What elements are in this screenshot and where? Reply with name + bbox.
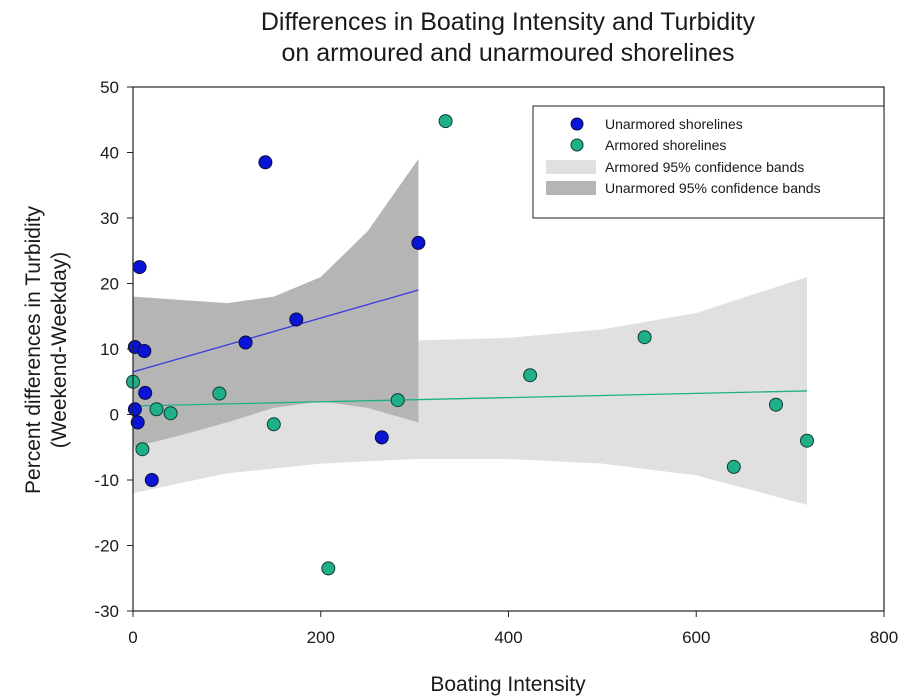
y-axis-label-line-2: (Weekend-Weekday) (48, 252, 71, 448)
chart-title-line-1: Differences in Boating Intensity and Tur… (261, 8, 756, 36)
armored-fit-line (132, 390, 808, 407)
unarmored-point (127, 402, 142, 417)
armored-point (726, 459, 741, 474)
y-tick-label: 0 (110, 406, 119, 425)
legend-label-armored: Armored shorelines (605, 137, 726, 153)
armored-point (769, 397, 783, 412)
legend-marker-unarmored (570, 117, 584, 131)
y-tick-label: 50 (100, 78, 119, 97)
armored-point (212, 386, 227, 401)
x-tick-label: 800 (870, 628, 898, 647)
y-tick-label: 20 (100, 275, 119, 294)
armored-point (266, 417, 281, 432)
legend-swatch-armored-band (546, 160, 596, 174)
unarmored-point (132, 260, 147, 275)
unarmored-point (137, 344, 152, 358)
x-tick-label: 600 (682, 628, 710, 647)
armored-point (135, 442, 150, 457)
y-axis: -30 -20 -10 0 10 20 30 40 50 (94, 78, 133, 621)
x-tick-label: 400 (494, 628, 522, 647)
unarmored-point (138, 385, 153, 400)
y-tick-label: -30 (94, 602, 119, 621)
armored-point (523, 368, 538, 383)
x-axis-label: Boating Intensity (430, 673, 586, 696)
unarmored-point (374, 430, 389, 445)
y-tick-label: 40 (100, 144, 119, 163)
unarmored-point (130, 415, 145, 430)
fit-lines (132, 289, 808, 407)
y-tick-label: 30 (100, 209, 119, 228)
y-axis-label-line-1: Percent differences in Turbidity (22, 206, 45, 494)
legend-label-unarmored-band: Unarmored 95% confidence bands (605, 180, 821, 196)
unarmored-point (258, 155, 273, 170)
data-points (126, 114, 814, 576)
x-axis: 0 200 400 600 800 (128, 611, 898, 647)
unarmored-fit-line (132, 289, 419, 373)
unarmored-point (144, 473, 159, 487)
legend-swatch-unarmored-band (546, 181, 596, 195)
unarmored-point (411, 235, 426, 250)
armored-point (390, 393, 405, 408)
y-tick-label: -20 (94, 537, 119, 556)
chart-title-line-2: on armoured and unarmoured shorelines (281, 39, 734, 67)
armored-point (321, 561, 336, 576)
y-tick-label: 10 (100, 340, 119, 359)
armored-point (438, 114, 453, 129)
legend-label-armored-band: Armored 95% confidence bands (605, 159, 804, 175)
armored-point (163, 406, 178, 421)
x-tick-label: 0 (128, 628, 137, 647)
unarmored-point (238, 335, 253, 350)
armored-point (637, 330, 652, 345)
unarmored-point (289, 312, 304, 327)
unarmored-confidence-band (133, 159, 419, 448)
legend: Unarmored shorelines Armored shorelines … (532, 105, 885, 219)
y-tick-label: -10 (94, 471, 119, 490)
x-tick-label: 200 (307, 628, 335, 647)
legend-label-unarmored: Unarmored shorelines (605, 116, 743, 132)
armored-point (149, 402, 164, 417)
armored-point (800, 433, 814, 448)
legend-marker-armored (570, 138, 584, 152)
